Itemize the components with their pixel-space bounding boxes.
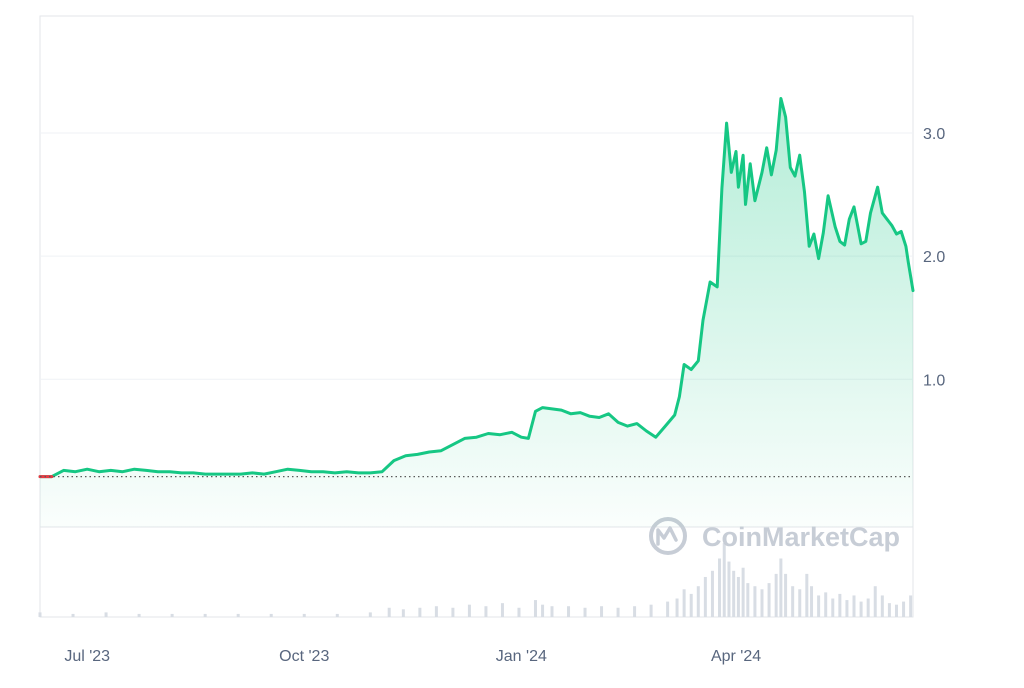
volume-bar bbox=[451, 607, 455, 617]
y-tick-label: 2.0 bbox=[923, 249, 945, 266]
volume-bar bbox=[269, 613, 273, 617]
volume-bar bbox=[838, 593, 842, 617]
volume-bar bbox=[583, 607, 587, 617]
volume-bar bbox=[104, 612, 108, 617]
price-line[interactable] bbox=[38, 97, 915, 479]
volume-bar bbox=[703, 576, 707, 617]
logo-mark bbox=[656, 526, 678, 546]
volume-bar bbox=[767, 583, 771, 617]
volume-bar bbox=[909, 595, 913, 617]
volume-bar bbox=[736, 576, 740, 617]
volume-bar bbox=[335, 613, 339, 617]
volume-bar bbox=[696, 586, 700, 617]
volume-bar bbox=[831, 598, 835, 617]
volume-bar bbox=[616, 607, 620, 617]
volume-bar bbox=[824, 592, 828, 617]
volume-bar bbox=[682, 589, 686, 617]
volume-bar bbox=[805, 573, 809, 617]
volume-bar bbox=[718, 558, 722, 617]
volume-bar bbox=[484, 606, 488, 617]
x-tick-label: Oct '23 bbox=[279, 648, 329, 665]
y-tick-label: 1.0 bbox=[923, 372, 945, 389]
x-tick-label: Jan '24 bbox=[496, 648, 547, 665]
volume-bar bbox=[418, 607, 422, 617]
volume-bar bbox=[71, 613, 75, 617]
volume-bar bbox=[467, 604, 471, 617]
volume-bar bbox=[845, 600, 849, 617]
volume-bar bbox=[866, 598, 870, 617]
volume-bar bbox=[302, 613, 306, 617]
volume-bar bbox=[753, 586, 757, 617]
volume-bar bbox=[722, 543, 726, 617]
volume-bar bbox=[600, 606, 604, 617]
volume-bar bbox=[710, 570, 714, 617]
volume-bar bbox=[810, 586, 814, 617]
volume-bar bbox=[873, 586, 877, 617]
volume-bar bbox=[38, 612, 42, 617]
volume-bar bbox=[500, 603, 504, 617]
volume-bar bbox=[798, 589, 802, 617]
y-tick-label: 3.0 bbox=[923, 126, 945, 143]
volume-bar bbox=[732, 570, 736, 617]
volume-bar bbox=[774, 573, 778, 617]
volume-bar bbox=[741, 567, 745, 617]
volume-bar bbox=[550, 606, 554, 617]
volume-bar bbox=[387, 607, 391, 617]
volume-bar bbox=[633, 606, 637, 617]
volume-bar bbox=[675, 598, 679, 617]
volume-bar bbox=[784, 573, 788, 617]
volume-bar bbox=[236, 613, 240, 617]
volume-bar bbox=[887, 603, 891, 617]
volume-bar bbox=[170, 613, 174, 617]
volume-bar bbox=[760, 589, 764, 617]
volume-bar bbox=[666, 601, 670, 617]
volume-bar bbox=[727, 561, 731, 617]
volume-bar bbox=[533, 600, 537, 617]
volume-bar bbox=[517, 607, 521, 617]
volume-bar bbox=[203, 613, 207, 617]
volume-bar bbox=[791, 586, 795, 617]
volume-bar bbox=[649, 604, 653, 617]
volume-bar bbox=[401, 609, 405, 617]
volume-bar bbox=[434, 606, 438, 617]
volume-bar bbox=[894, 604, 898, 617]
price-area-fill bbox=[40, 98, 913, 527]
volume-bar bbox=[746, 583, 750, 617]
volume-bar bbox=[567, 606, 571, 617]
volume-bar bbox=[689, 593, 693, 617]
volume-bar bbox=[880, 595, 884, 617]
x-tick-label: Apr '24 bbox=[711, 648, 761, 665]
volume-bar bbox=[817, 595, 821, 617]
volume-bar bbox=[368, 612, 372, 617]
volume-bar bbox=[779, 558, 783, 617]
volume-bar bbox=[541, 604, 545, 617]
volume-bar bbox=[852, 595, 856, 617]
x-tick-label: Jul '23 bbox=[64, 648, 110, 665]
volume-bar bbox=[859, 601, 863, 617]
volume-bar bbox=[137, 613, 141, 617]
volume-bar bbox=[902, 601, 906, 617]
